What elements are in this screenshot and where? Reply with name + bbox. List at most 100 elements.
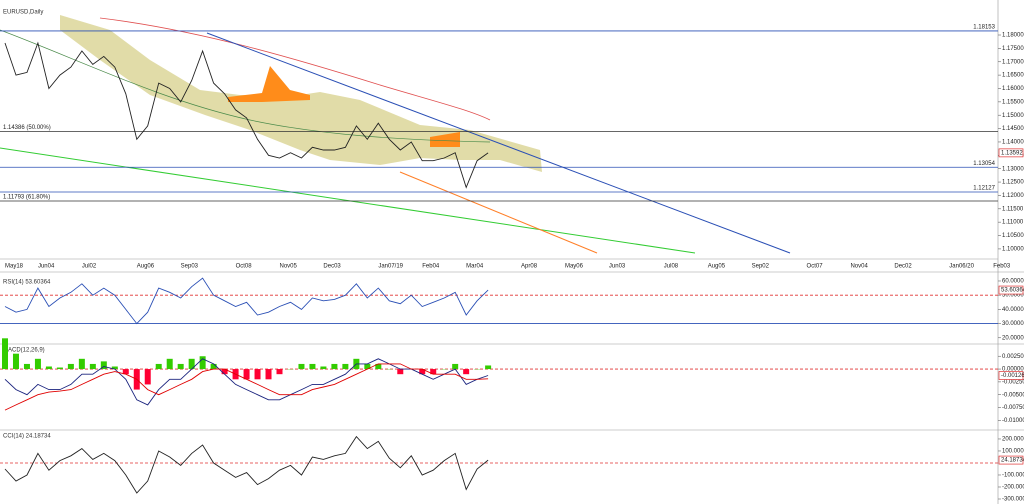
histogram-bar — [320, 366, 327, 370]
histogram-bar — [221, 369, 228, 375]
histogram-bar — [89, 363, 96, 370]
y-tick-label: 1.13000 — [1002, 166, 1024, 172]
histogram-bar — [309, 363, 316, 370]
histogram-bar — [45, 366, 52, 370]
histogram-bar — [144, 369, 151, 385]
level-label: 1.12127 — [973, 186, 995, 192]
histogram-bar — [177, 363, 184, 370]
y-tick-label: 1.15000 — [1002, 113, 1024, 119]
level-label: 1.18153 — [973, 24, 995, 30]
histogram-bar — [265, 369, 272, 380]
histogram-bar — [331, 363, 338, 370]
y-tick-label: 40.00000 — [1002, 307, 1024, 313]
series-line — [4, 41, 489, 189]
x-tick-label: Oct08 — [236, 264, 253, 270]
histogram-bar — [34, 358, 41, 370]
y-tick-label: 1.17500 — [1002, 46, 1024, 52]
histogram-bar — [56, 367, 63, 370]
histogram-bar — [254, 369, 261, 380]
histogram-bar — [243, 369, 250, 380]
x-tick-label: Apr08 — [521, 264, 538, 270]
pane-title: MACD(12,26,9) — [3, 348, 45, 354]
level-label: 1.11793 (61.80%) — [3, 195, 50, 201]
series-line — [4, 277, 489, 325]
histogram-bar — [2, 338, 8, 370]
y-tick-label: 30.00000 — [1002, 321, 1024, 327]
histogram-bar — [67, 363, 74, 370]
histogram-bar — [188, 358, 195, 370]
histogram-bar — [419, 369, 426, 375]
cloud — [60, 15, 542, 172]
histogram-bar — [12, 353, 19, 370]
histogram-bar — [166, 358, 173, 370]
y-tick-label: 1.11500 — [1002, 206, 1024, 212]
series-line — [4, 363, 489, 411]
histogram-bar — [463, 369, 470, 375]
histogram-bar — [155, 363, 162, 370]
y-tick-label: 1.12500 — [1002, 180, 1024, 186]
x-tick-label: Mar04 — [466, 264, 484, 270]
y-tick-label: 1.12000 — [1002, 193, 1024, 199]
histogram-bar — [111, 366, 118, 370]
x-tick-label: Jun03 — [609, 264, 626, 270]
histogram-bar — [397, 369, 404, 375]
histogram-bar — [210, 363, 217, 370]
y-tick-label: -200.00000 — [1002, 485, 1024, 491]
x-tick-label: Nov04 — [850, 264, 868, 270]
last-value-box — [998, 371, 1024, 380]
y-tick-label: 1.18000 — [1002, 33, 1024, 39]
y-tick-label: 1.14500 — [1002, 126, 1024, 132]
y-tick-label: 0.00250 — [1002, 354, 1024, 360]
cloud-bear — [430, 132, 460, 147]
y-tick-label: 1.14000 — [1002, 140, 1024, 146]
last-value-label: -0.00126 — [1001, 373, 1024, 379]
histogram-bar — [430, 369, 437, 375]
y-tick-label: 100.00000 — [1002, 449, 1024, 455]
x-tick-label: Jun04 — [38, 264, 55, 270]
y-tick-label: 1.10000 — [1002, 246, 1024, 252]
level-label: 1.14386 (50.00%) — [3, 125, 51, 131]
trend-line — [206, 32, 791, 254]
y-tick-label: 1.15500 — [1002, 99, 1024, 105]
y-tick-label: 50.00000 — [1002, 293, 1024, 299]
level-label: 1.13054 — [973, 161, 995, 167]
y-tick-label: -300.00000 — [1002, 497, 1024, 503]
y-tick-label: 1.17000 — [1002, 59, 1024, 65]
pane-title: CCI(14) 24.18734 — [3, 434, 51, 440]
histogram-bar — [78, 358, 85, 370]
pane-title: EURUSD,Daily — [3, 10, 43, 16]
y-tick-label: 1.16000 — [1002, 86, 1024, 92]
histogram-bar — [485, 365, 492, 370]
histogram-bar — [298, 363, 305, 370]
histogram-bar — [100, 361, 107, 370]
x-tick-label: Sep03 — [181, 264, 199, 270]
x-tick-label: Jan06/20 — [949, 264, 974, 270]
last-value-box — [998, 285, 1024, 295]
last-value-label: 53.60364 — [1001, 288, 1024, 294]
last-value-box — [998, 148, 1024, 158]
series-line — [4, 358, 489, 406]
y-tick-label: 20.00000 — [1002, 335, 1024, 341]
y-tick-label: 1.16500 — [1002, 73, 1024, 79]
histogram-bar — [342, 363, 349, 370]
y-tick-label: -0.01000 — [1002, 418, 1024, 424]
x-tick-label: May06 — [565, 264, 584, 270]
y-tick-label: -0.00250 — [1002, 379, 1024, 385]
histogram-bar — [375, 363, 382, 370]
y-tick-label: 0.00000 — [1002, 367, 1024, 373]
y-tick-label: -100.00000 — [1002, 473, 1024, 479]
x-tick-label: Jul02 — [82, 264, 97, 270]
decorations — [0, 15, 791, 254]
x-tick-label: Feb04 — [422, 264, 440, 270]
x-tick-label: Nov05 — [280, 264, 298, 270]
x-tick-label: Sep02 — [752, 264, 770, 270]
x-tick-label: Dec02 — [894, 264, 912, 270]
y-tick-label: 1.10500 — [1002, 233, 1024, 239]
last-value-box — [998, 455, 1024, 465]
last-value-label: 1.13592 — [1001, 150, 1023, 156]
y-tick-label: -0.00500 — [1002, 392, 1024, 398]
y-tick-label: -0.00750 — [1002, 405, 1024, 411]
pane-title: RSI(14) 53.60364 — [3, 280, 51, 286]
